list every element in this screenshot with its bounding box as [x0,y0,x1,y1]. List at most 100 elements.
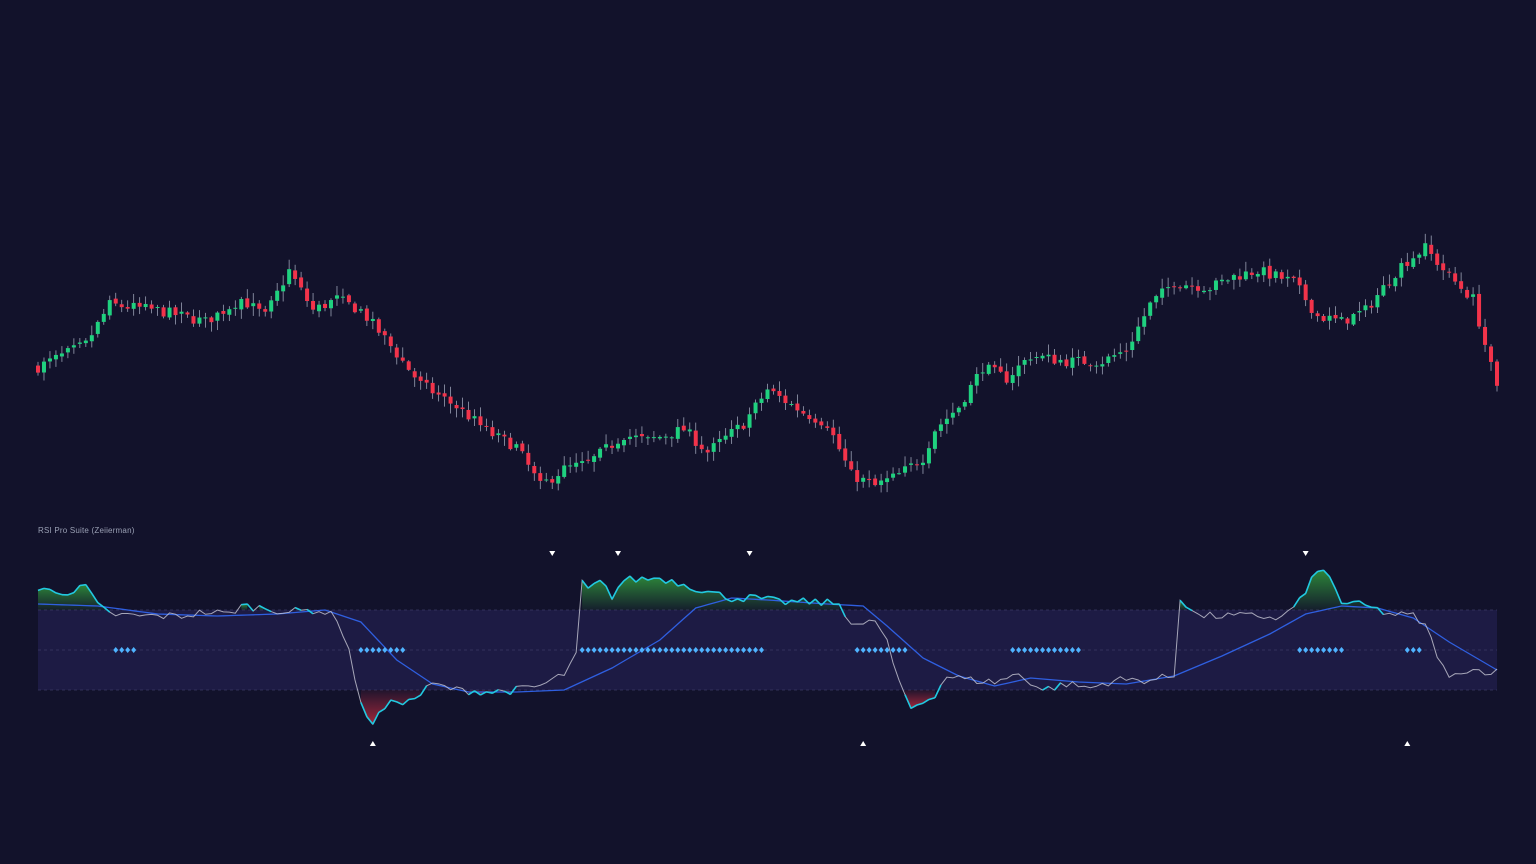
midline-dot [1075,647,1081,653]
rsi-extreme-segment [731,598,738,603]
midline-dot [896,647,902,653]
rsi-extreme-segment [647,577,655,581]
midline-dot [860,647,866,653]
rsi-extreme-segment [246,603,254,612]
candle-body [520,443,525,452]
candle-body [305,288,310,302]
candle-body [1004,371,1009,383]
rsi-extreme-segment [1311,570,1319,578]
candle-body [813,418,818,423]
candle-body [1148,302,1153,316]
rsi-extreme-segment [1042,685,1049,691]
candle-body [1136,326,1141,342]
rsi-extreme-segment [617,580,625,589]
midline-dot [645,647,651,653]
candle-body [1387,284,1392,286]
rsi-extreme-segment [1328,576,1337,590]
candle-body [1273,271,1278,278]
candle-body [257,303,262,309]
candle-body [1315,313,1320,317]
candle-body [323,303,328,309]
candle-body [227,309,232,315]
indicator-title: RSI Pro Suite (Zeiierman) [38,526,135,535]
candle-body [663,436,668,438]
candle-body [687,429,692,432]
midline-dot [723,647,729,653]
candle-body [944,418,949,425]
rsi-extreme-segment [408,697,415,701]
sell-signal-marker [746,551,753,556]
midline-dot [681,647,687,653]
candle-body [1046,354,1051,357]
candle-body [753,402,758,414]
rsi-extreme-segment [677,583,684,587]
candle-body [897,473,902,475]
candle-body [89,335,94,342]
rsi-extreme-segment [509,685,518,695]
candle-body [645,437,650,439]
midline-dot [603,647,609,653]
midline-dot [609,647,615,653]
midline-dot [1416,647,1422,653]
candle-body [328,300,333,309]
candle-body [962,402,967,407]
midline-dot [633,647,639,653]
candle-body [514,444,519,448]
candle-body [1393,278,1398,287]
rsi-extreme-segment [258,604,266,610]
candle-body [831,427,836,436]
rsi-extreme-segment [1304,576,1313,594]
candle-body [215,312,220,321]
candle-body [992,364,997,368]
candle-body [269,300,274,312]
candle-body [71,345,76,348]
midline-dot [1028,647,1034,653]
candle-body [83,340,88,344]
rsi-extreme-segment [761,595,768,600]
candle-body [598,448,603,458]
candle-body [131,302,136,309]
candle-body [394,347,399,358]
midline-dot [741,647,747,653]
candle-body [1040,355,1045,359]
candle-body [657,436,662,439]
midline-dot [747,647,753,653]
candle-body [544,479,549,481]
rsi-extreme-segment [922,698,930,704]
candle-body [36,365,40,373]
midline-dot [711,647,717,653]
candle-body [1255,274,1260,277]
candle-body [1417,254,1422,258]
rsi-extreme-segment [778,598,786,606]
rsi-extreme-segment [928,696,936,701]
overbought-fill [38,584,104,610]
rsi-extreme-segment [1347,600,1354,605]
midline-dot [651,647,657,653]
candle-body [1411,258,1416,267]
candle-body [765,389,770,400]
oversold-fill [360,690,421,725]
candle-body [346,295,351,303]
candle-body [460,407,465,410]
candle-body [311,300,316,310]
candle-body [1076,356,1081,358]
midline-dot [753,647,759,653]
candle-body [1429,244,1434,254]
rsi-extreme-segment [1185,606,1193,612]
candle-body [1034,357,1039,359]
candle-body [556,476,561,484]
rsi-extreme-segment [43,587,51,591]
candle-body [526,452,531,465]
candle-body [1483,326,1488,345]
rsi-extreme-segment [360,702,368,718]
candle-body [633,435,638,438]
candle-body [340,296,345,298]
candle-body [1375,295,1380,308]
candle-body [1399,263,1404,278]
candle-body [107,300,112,316]
candle-body [1124,350,1129,352]
midline-dot [872,647,878,653]
candle-body [1016,365,1021,377]
midline-dot [1046,647,1052,653]
